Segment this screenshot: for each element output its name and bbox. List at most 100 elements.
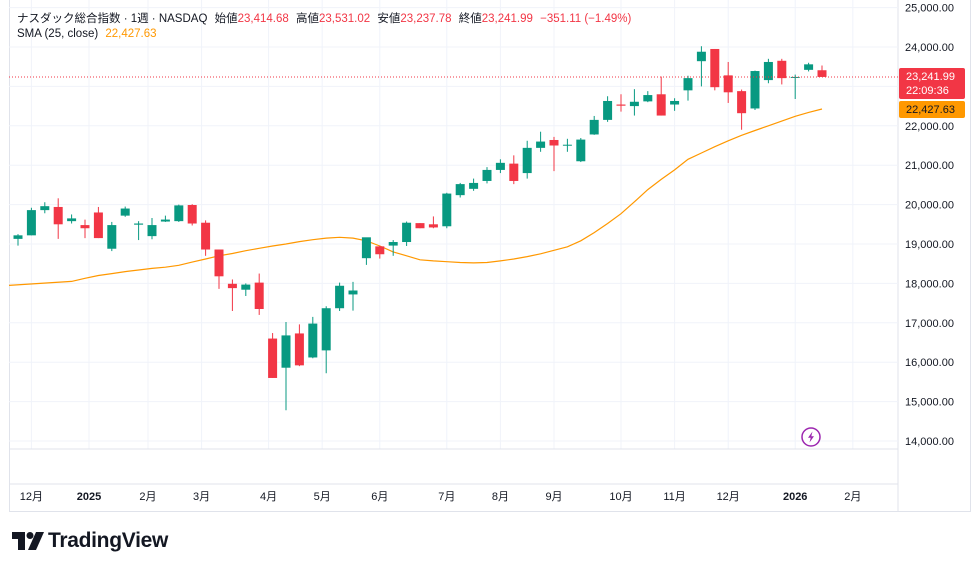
legend-sma: SMA (25, close) 22,427.63 <box>17 28 157 40</box>
candle-body <box>227 283 237 289</box>
time-tick-label: 8月 <box>492 491 509 503</box>
candle-body <box>281 335 291 368</box>
sma-badge: 22,427.63 <box>899 101 965 118</box>
price-chart[interactable]: 14,000.00 15,000.00 16,000.00 17,000.00 18,0… <box>0 0 980 512</box>
lightning-icon[interactable] <box>801 427 821 447</box>
candle <box>268 333 278 378</box>
candle <box>576 138 586 163</box>
candle <box>670 98 680 111</box>
candle-body <box>375 246 385 255</box>
high-label: 高値 <box>295 13 319 25</box>
vertical-gridlines <box>30 0 854 449</box>
candle-body <box>254 282 264 310</box>
candle-body <box>804 64 814 70</box>
price-tick-label: 21,000.00 <box>905 160 954 172</box>
candle-body <box>763 61 773 81</box>
candle-body <box>710 48 720 88</box>
chart-frame <box>9 0 971 512</box>
time-axis-labels: 12月 2025 2月 3月 4月 5月 6月 7月 8月 9月 10月 11月 12月 2026 2月 <box>20 491 862 503</box>
candle <box>455 182 465 198</box>
candle-body <box>80 225 90 229</box>
candle-body <box>241 284 251 290</box>
candle-body <box>616 104 626 106</box>
candle <box>817 65 827 77</box>
candle-body <box>495 162 505 170</box>
candle <box>629 89 639 116</box>
candle-body <box>348 290 358 295</box>
candle <box>589 115 599 135</box>
sma-label[interactable]: SMA (25, close) <box>17 28 99 40</box>
candle-body <box>629 101 639 107</box>
candle <box>469 178 479 191</box>
candle <box>402 221 412 246</box>
candle <box>750 70 760 111</box>
price-tick-label: 15,000.00 <box>905 397 954 409</box>
last-price-badge: 23,241.99 22:09:36 <box>899 68 965 99</box>
candle <box>321 306 331 374</box>
candle <box>603 96 613 122</box>
high-value: 23,531.02 <box>318 13 371 25</box>
candle <box>375 245 385 259</box>
candle-body <box>817 70 827 77</box>
candle-body <box>536 141 546 148</box>
candle-body <box>402 222 412 243</box>
candle <box>214 249 224 289</box>
candle-body <box>160 219 170 222</box>
change-value: −351.11 (−1.49%) <box>540 13 632 25</box>
candle <box>335 282 345 311</box>
candle-body <box>656 94 666 116</box>
candle <box>723 61 733 103</box>
last-price-value: 23,241.99 <box>906 71 955 83</box>
candle-body <box>723 75 733 93</box>
candle-body <box>696 51 706 62</box>
candle-body <box>442 193 452 227</box>
candle <box>737 89 747 130</box>
candle-body <box>335 285 345 309</box>
sma-value: 22,427.63 <box>105 28 157 40</box>
candle-body <box>643 95 653 102</box>
candle-body <box>107 225 117 249</box>
candle <box>93 206 103 239</box>
candle <box>683 75 693 101</box>
time-tick-label: 2026 <box>783 491 807 503</box>
time-tick-label: 12月 <box>717 491 740 503</box>
price-tick-label: 18,000.00 <box>905 278 954 290</box>
candle <box>442 192 452 229</box>
candle <box>13 234 23 246</box>
candle <box>428 216 438 229</box>
tradingview-logo[interactable]: TradingView <box>12 529 168 553</box>
candle-body <box>428 224 438 228</box>
time-tick-label: 11月 <box>663 491 685 503</box>
time-tick-label: 4月 <box>260 491 277 503</box>
price-tick-label: 22,000.00 <box>905 121 954 133</box>
candle-body <box>294 333 304 366</box>
candle-body <box>455 184 465 196</box>
price-tick-label: 16,000.00 <box>905 357 954 369</box>
candle <box>26 207 36 236</box>
candle <box>656 76 666 116</box>
horizontal-gridlines <box>9 7 898 442</box>
time-tick-label: 7月 <box>438 491 455 503</box>
candle <box>241 283 251 297</box>
candle-body <box>549 139 559 146</box>
price-tick-label: 17,000.00 <box>905 318 954 330</box>
candle <box>120 206 130 217</box>
price-tick-label: 24,000.00 <box>905 42 954 54</box>
price-tick-label: 19,000.00 <box>905 239 954 251</box>
time-tick-label: 12月 <box>20 491 43 503</box>
candle <box>777 58 787 85</box>
candle-body <box>147 225 157 237</box>
candle-body <box>576 139 586 162</box>
candle <box>134 221 144 241</box>
candle <box>696 46 706 87</box>
time-tick-label: 9月 <box>545 491 562 503</box>
candle-body <box>26 210 36 236</box>
candle-body <box>67 218 77 222</box>
open-label: 始値 <box>214 13 238 25</box>
candle-body <box>321 308 331 351</box>
candle-body <box>268 338 278 378</box>
sma-badge-value: 22,427.63 <box>906 104 955 116</box>
symbol-title[interactable]: ナスダック総合指数 · 1週 · NASDAQ <box>17 13 208 25</box>
time-tick-label: 2月 <box>844 491 861 503</box>
candle-body <box>53 206 63 225</box>
